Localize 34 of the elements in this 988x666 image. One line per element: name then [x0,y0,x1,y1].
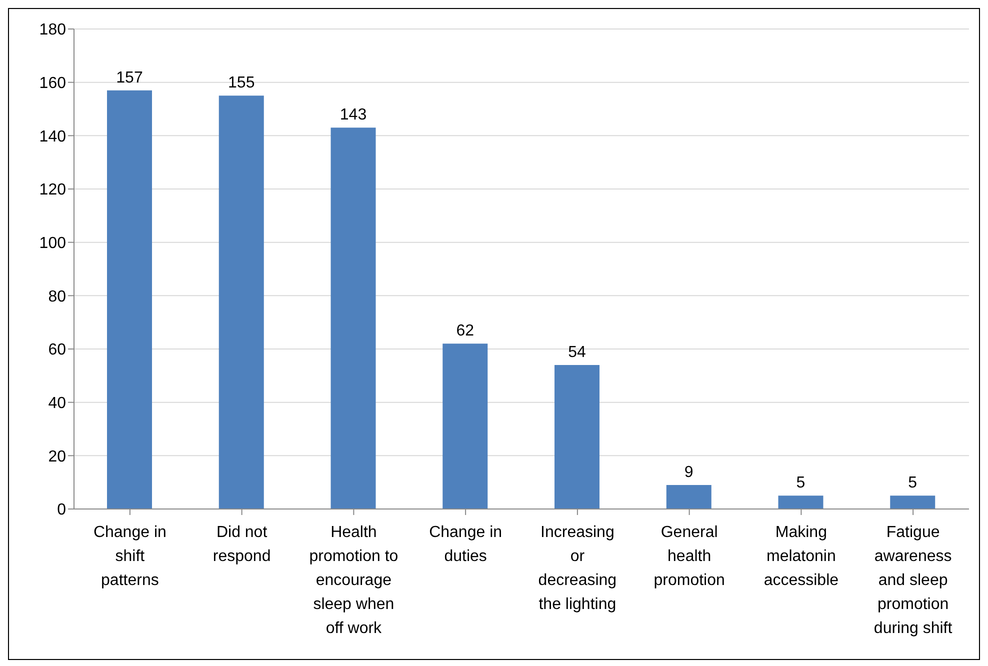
data-label: 9 [684,464,694,481]
data-label: 5 [908,474,918,492]
y-tick-label: 40 [48,395,66,412]
y-tick-label: 160 [39,75,66,92]
data-label: 143 [340,106,367,124]
bar [330,128,376,509]
x-tick-label: Change in shift patterns [93,524,166,589]
y-tick-label: 140 [39,128,66,146]
bar [442,344,488,509]
bar [778,496,824,509]
x-tick-label: General health promotion [654,524,725,589]
data-label: 155 [228,74,255,92]
bar [218,96,264,509]
x-tick-label: Making melatonin accessible [764,524,839,589]
x-tick-label: Change in duties [429,524,502,565]
y-tick-label: 80 [48,288,66,306]
bar [554,365,600,509]
y-tick-label: 0 [57,502,66,519]
x-tick-label: Health promotion to encourage sleep when off work [309,524,398,637]
bar [666,485,712,509]
y-tick-label: 20 [48,448,66,466]
data-label: 54 [568,344,586,361]
bar [107,90,152,509]
y-tick-label: 60 [48,342,66,359]
data-label: 157 [116,69,143,86]
data-label: 5 [796,474,806,492]
bar [890,496,936,509]
data-label: 62 [456,322,474,340]
y-tick-label: 120 [39,182,66,199]
y-tick-label: 180 [39,22,66,39]
x-tick-label: Fatigue awareness and sleep promotion during shift [874,524,953,637]
x-tick-label: Increasing or decreasing the lighting [538,524,617,613]
x-tick-label: Did not respond [212,524,271,565]
y-tick-label: 100 [39,235,66,252]
